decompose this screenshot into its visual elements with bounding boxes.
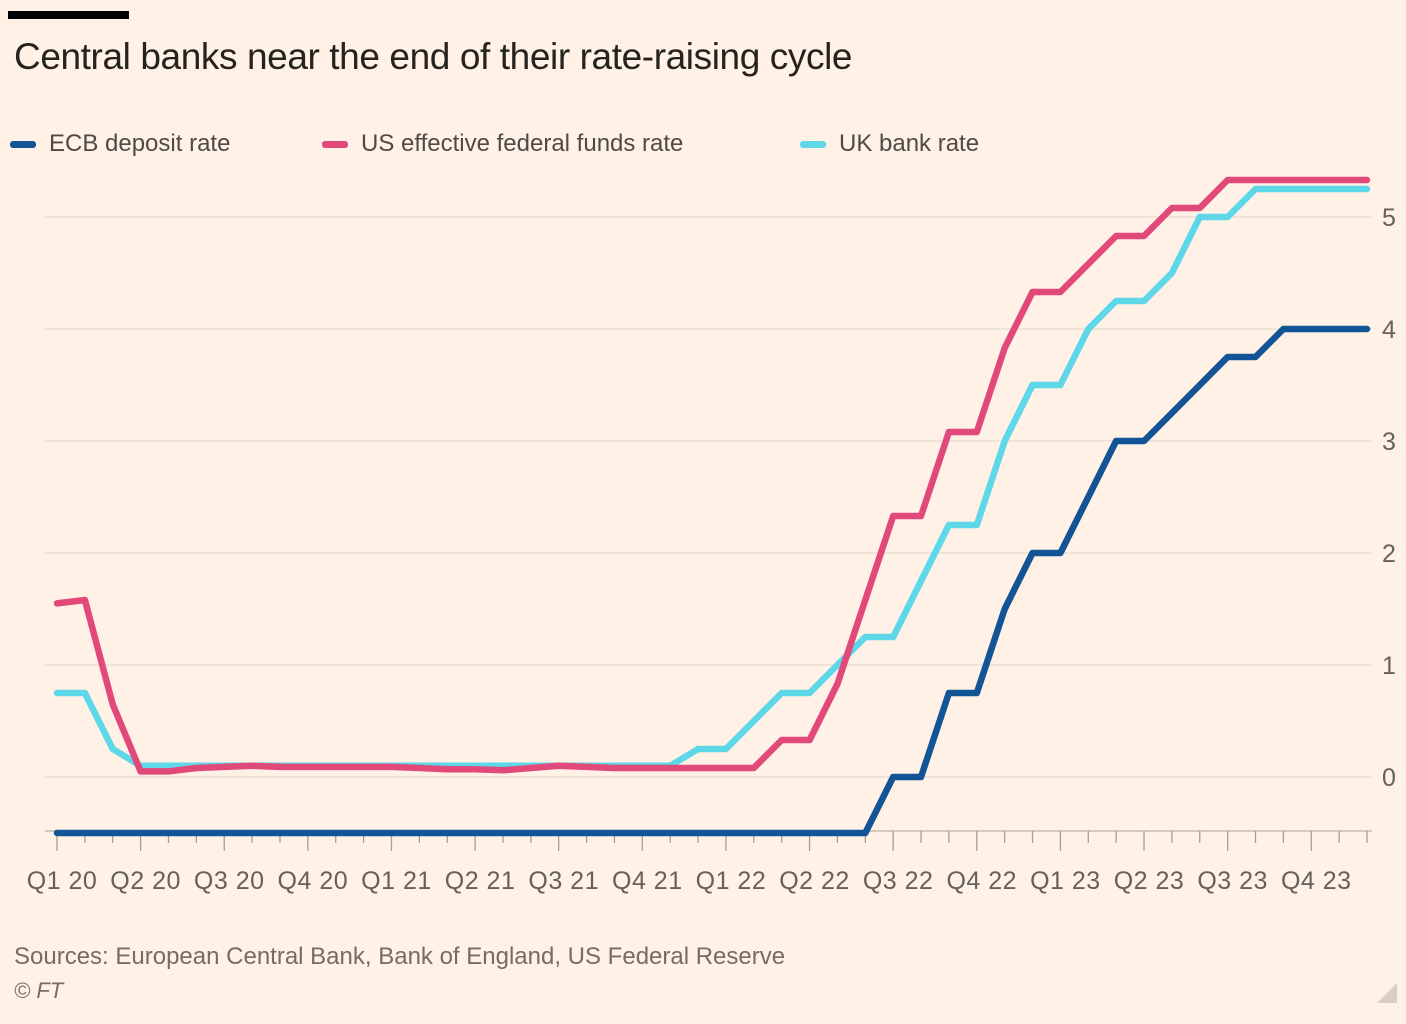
legend-swatch-icon: [10, 140, 36, 148]
series-line-ecb-deposit-rate: [53, 325, 1371, 837]
legend-swatch-icon: [800, 140, 826, 148]
x-axis-label: Q3 20: [194, 867, 265, 895]
legend-item-us-effective-federal-funds-rate: US effective federal funds rate: [322, 130, 683, 158]
x-axis-label: Q3 21: [528, 867, 599, 895]
x-axis-label: Q1 21: [361, 867, 432, 895]
x-axis-label: Q2 21: [445, 867, 516, 895]
x-axis-label: Q2 23: [1114, 867, 1185, 895]
y-axis-label: 5: [1382, 204, 1396, 232]
legend-swatch-icon: [322, 140, 348, 148]
legend-item-ecb-deposit-rate: ECB deposit rate: [10, 130, 230, 158]
legend-label: US effective federal funds rate: [361, 130, 684, 157]
top-rule: [8, 11, 129, 19]
x-axis-label: Q1 22: [696, 867, 767, 895]
x-axis-label: Q4 23: [1281, 867, 1352, 895]
x-axis-label: Q1 20: [27, 867, 98, 895]
chart-title: Central banks near the end of their rate…: [14, 36, 853, 77]
x-axis-label: Q4 22: [946, 867, 1017, 895]
x-axis-label: Q2 20: [110, 867, 181, 895]
x-axis-label: Q1 23: [1030, 867, 1101, 895]
resize-triangle-icon: [1377, 983, 1397, 1003]
series-line-us-effective-federal-funds-rate: [53, 176, 1371, 775]
y-axis-label: 1: [1382, 652, 1396, 680]
x-axis-label: Q2 22: [779, 867, 850, 895]
x-axis-label: Q4 20: [278, 867, 349, 895]
series-line-uk-bank-rate: [53, 185, 1371, 770]
y-axis-label: 3: [1382, 428, 1396, 456]
x-axis-label: Q3 22: [863, 867, 934, 895]
sources-note: Sources: European Central Bank, Bank of …: [14, 943, 786, 970]
y-axis-label: 2: [1382, 540, 1396, 568]
x-axis-label: Q4 21: [612, 867, 683, 895]
legend-label: UK bank rate: [839, 130, 980, 157]
legend: ECB deposit rate US effective federal fu…: [0, 130, 1406, 158]
legend-label: ECB deposit rate: [49, 130, 231, 157]
x-axis-label: Q3 23: [1197, 867, 1268, 895]
legend-item-uk-bank-rate: UK bank rate: [800, 130, 979, 158]
y-axis-label: 4: [1382, 316, 1396, 344]
y-axis-label: 0: [1382, 764, 1396, 792]
copyright-note: © FT: [14, 978, 64, 1003]
